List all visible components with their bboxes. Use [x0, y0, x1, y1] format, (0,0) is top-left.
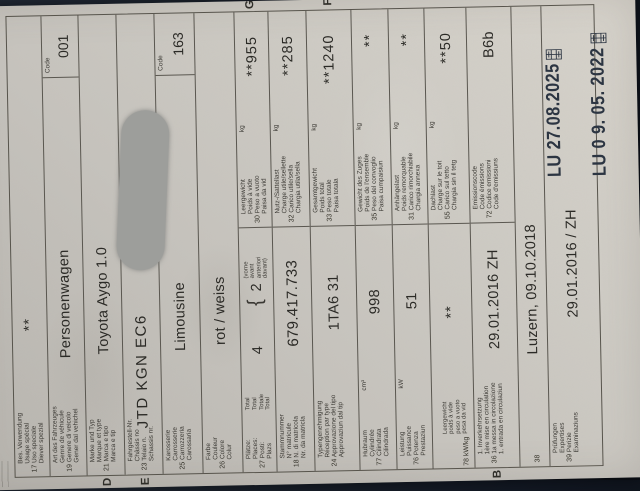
first-registration-value: 29.01.2016 ZH	[471, 223, 518, 376]
chassis-number-value: JTD KGN EC6	[122, 314, 161, 429]
edge-letter-g: G	[244, 0, 256, 9]
displacement-value: 998	[356, 225, 395, 378]
emission-code-value: B6b	[466, 7, 512, 119]
empty-weight-value: **955	[234, 12, 269, 124]
roof-load-value: **50	[424, 8, 467, 120]
vehicle-type-code-box: Code 001	[41, 16, 78, 79]
body-style-code-box: Code 163	[154, 13, 194, 76]
gross-weight-value: **1240	[306, 10, 352, 122]
power-value: 51	[393, 225, 431, 378]
cut-off-row-fragment	[0, 461, 9, 487]
inspection-stamp-2025: LU 27.08.2025	[542, 48, 567, 177]
special-use-value: **	[11, 264, 47, 385]
unit-kg: kg	[273, 124, 280, 131]
color-value: rot / weiss	[199, 240, 241, 381]
unit-kg: kg	[239, 125, 246, 132]
field-78-unit: 78 kW/kg	[463, 437, 471, 466]
edge-letter-d: D	[102, 478, 114, 487]
code-caption: Code	[44, 58, 51, 74]
type-approval-value: 1TA6 31	[311, 226, 358, 379]
edge-letter-e: E	[140, 477, 152, 485]
trailer-load-value: **	[388, 9, 425, 121]
seats-front-value: 2	[240, 278, 273, 297]
seats-total-value: 4	[241, 320, 275, 381]
train-weight-value: **	[351, 9, 389, 121]
payload-value: **285	[268, 11, 307, 123]
code-caption: Code	[157, 55, 164, 71]
stamp-seal-icon	[589, 33, 606, 45]
unit-kg: kg	[311, 124, 318, 131]
body-style-value: Limousine	[159, 251, 201, 382]
inspection-stamp-2022: LU 0 9. 05. 2022	[587, 33, 612, 177]
unit-kg: kg	[393, 122, 400, 129]
brace: {	[244, 299, 267, 306]
edge-letter-b: B	[492, 470, 504, 479]
serial-number-value: 679.417.733	[273, 227, 313, 380]
edge-letter-f: F	[322, 0, 334, 6]
stamp-seal-icon	[545, 48, 562, 60]
vehicle-type-code: 001	[55, 34, 71, 58]
vehicle-type-value: Personenwagen	[46, 223, 85, 384]
unit-kg: kg	[429, 121, 436, 128]
power-weight-value: **	[429, 224, 474, 400]
body-style-code: 163	[169, 32, 185, 56]
field-label: 38	[522, 432, 542, 462]
redaction-blob	[116, 109, 171, 271]
unit-kw: kW	[398, 379, 405, 389]
unit-cm3: cm³	[361, 380, 368, 391]
unit-kg: kg	[356, 123, 363, 130]
